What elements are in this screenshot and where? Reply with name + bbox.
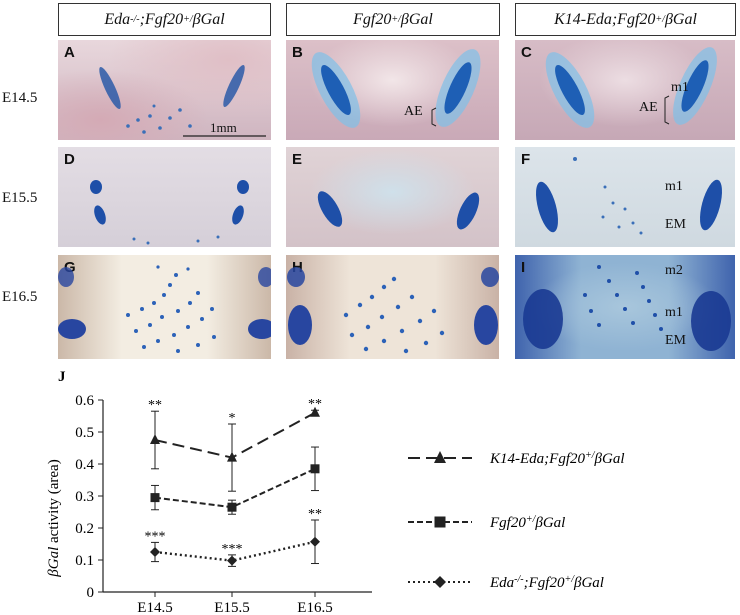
legend-label: K14-Eda;Fgf20+/βGal <box>489 450 625 468</box>
row-label-e14-5: E14.5 <box>2 90 38 106</box>
x-tick-label: E16.5 <box>297 600 332 615</box>
legend-label: Eda-/-;Fgf20+/βGal <box>489 574 604 592</box>
y-tick-label: 0.6 <box>75 393 94 409</box>
activity-line-chart: J βGal activity (area) 00.10.20.30.40.50… <box>46 369 625 615</box>
row-label-e15-5: E15.5 <box>2 190 38 206</box>
legend-marker <box>434 451 446 463</box>
panel-label: C <box>521 44 532 61</box>
series-line <box>154 467 316 509</box>
data-point <box>227 555 237 566</box>
y-tick-label: 0.1 <box>75 553 94 569</box>
annotation-em: EM <box>665 333 686 348</box>
micrograph-panel-c: C m1 AE <box>515 40 735 140</box>
significance-label: *** <box>222 542 243 557</box>
annotation-ae: AE <box>404 104 423 119</box>
panel-label: I <box>521 259 526 276</box>
micrograph-panel-a: A 1mm <box>58 40 271 140</box>
chart-axes: 0 0.1 0.2 0.3 0.4 0.5 0.6 E14.5 E15.5 E16.5 <box>75 393 372 615</box>
annotation-m1: m1 <box>671 80 689 95</box>
scale-bar-label: 1mm <box>210 120 237 135</box>
data-point <box>150 493 160 503</box>
panel-label: G <box>64 259 76 276</box>
data-point <box>310 464 320 474</box>
x-tick-label: E14.5 <box>137 600 172 615</box>
data-point <box>310 536 320 547</box>
chart-panel-label: J <box>58 369 66 385</box>
y-tick-label: 0.4 <box>75 457 94 473</box>
y-tick-label: 0 <box>87 585 95 601</box>
y-tick-label: 0.2 <box>75 521 94 537</box>
y-axis-label: βGal activity (area) <box>46 459 62 577</box>
series-line <box>154 540 316 562</box>
micrograph-panel-d: D <box>58 147 271 247</box>
data-point <box>227 502 237 512</box>
row-label-e16-5: E16.5 <box>2 289 38 305</box>
legend-marker <box>434 516 446 528</box>
data-point <box>150 547 160 557</box>
micrograph-panel-f: F m1 EM <box>515 147 735 247</box>
panel-label: E <box>292 151 303 168</box>
x-tick-label: E15.5 <box>214 600 249 615</box>
y-tick-label: 0.5 <box>75 425 94 441</box>
significance-label: ** <box>148 398 162 413</box>
data-point <box>150 434 160 444</box>
annotation-m1: m1 <box>665 305 683 320</box>
data-point <box>310 406 320 417</box>
annotation-m1: m1 <box>665 179 683 194</box>
data-point <box>227 451 237 462</box>
series-markers: ************* <box>145 397 322 567</box>
column-header-fgf20: Fgf20 +/βGal <box>286 3 500 36</box>
significance-label: ** <box>308 397 322 412</box>
chart-legend: K14-Eda;Fgf20+/βGal Fgf20+/βGal Eda-/-;Fgf… <box>408 450 625 592</box>
annotation-m2: m2 <box>665 263 683 278</box>
micrograph-panel-i: I m2 m1 EM <box>515 255 735 359</box>
panel-label: F <box>521 151 531 168</box>
column-header-eda-null: Eda -/- ;Fgf20 +/βGal <box>58 3 271 36</box>
significance-label: *** <box>145 529 166 544</box>
micrograph-panel-b: B AE <box>286 40 499 140</box>
panel-label: B <box>292 44 303 61</box>
panel-label: A <box>64 44 75 61</box>
micrograph-panel-g: G <box>58 255 271 359</box>
column-header-k14-eda: K14-Eda;Fgf20 +/βGal <box>515 3 736 36</box>
significance-label: ** <box>308 507 322 522</box>
significance-label: * <box>229 411 236 426</box>
y-tick-label: 0.3 <box>75 489 94 505</box>
series-lines <box>154 411 316 562</box>
legend-label: Fgf20+/βGal <box>489 514 565 532</box>
micrograph-panel-h: H <box>286 255 499 359</box>
micrograph-panel-e: E <box>286 147 499 247</box>
panel-label: D <box>64 151 75 168</box>
annotation-ae: AE <box>639 100 658 115</box>
annotation-em: EM <box>665 217 686 232</box>
legend-marker <box>434 576 446 588</box>
